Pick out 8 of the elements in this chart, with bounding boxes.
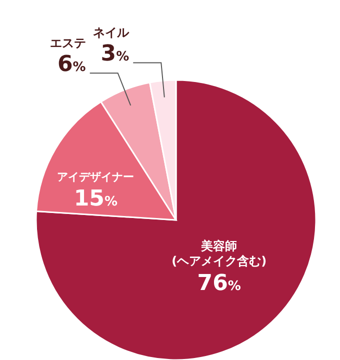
data-label: 15% — [74, 186, 118, 212]
slice-label: 美容師 (ヘアメイク含む) — [172, 238, 267, 268]
data-label: 76% — [197, 270, 241, 296]
slice-label: ネイル — [93, 26, 130, 40]
data-label: 6% — [57, 52, 86, 78]
slice-label: アイデザイナー — [57, 170, 134, 184]
data-label: 3% — [100, 42, 130, 67]
slice-label: エステ — [50, 36, 86, 50]
